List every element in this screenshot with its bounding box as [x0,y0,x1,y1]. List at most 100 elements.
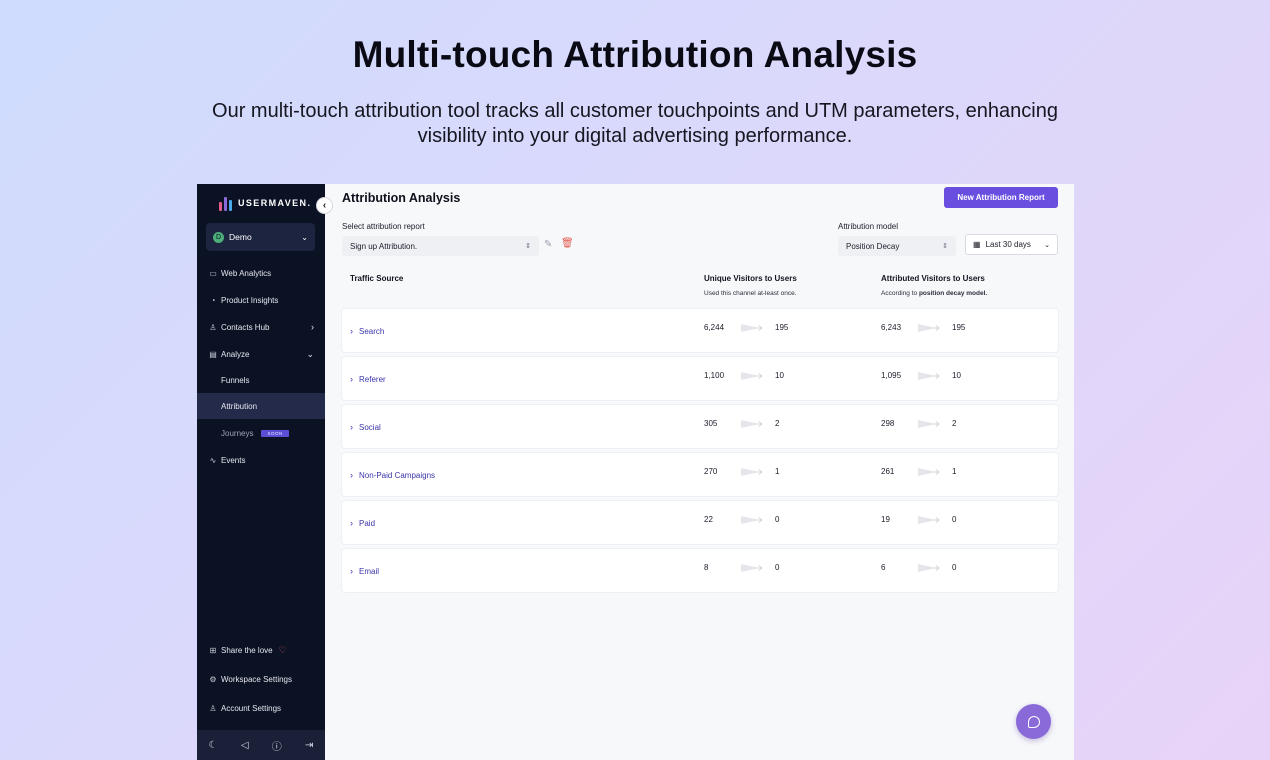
funnel-arrow-icon [918,513,940,525]
attributed-users: 195 [952,323,966,332]
unique-users: 2 [775,419,780,428]
gift-icon: ⊞ [209,645,217,655]
model-select[interactable]: Position Decay ⇕ [838,236,956,256]
unique-visitors: 8 [704,563,709,572]
attributed-visitors: 6 [881,563,886,572]
chat-support-button[interactable] [1016,704,1051,739]
sidebar-item-label: Events [221,455,246,465]
traffic-source-name: Referer [359,374,386,384]
hero-subtitle: Our multi-touch attribution tool tracks … [212,100,1058,147]
traffic-source-toggle[interactable]: › Non-Paid Campaigns [350,470,435,480]
collapse-sidebar-button[interactable]: ‹ [316,197,333,214]
chevron-right-icon: › [350,470,353,480]
workspace-avatar: D [213,231,224,243]
attributed-visitors: 298 [881,419,895,428]
table-row[interactable]: › Social 305 2 298 2 [342,405,1058,448]
table-row[interactable]: › Search 6,244 195 6,243 195 [342,309,1058,352]
unique-visitors: 270 [704,467,718,476]
traffic-source-toggle[interactable]: › Referer [350,374,386,384]
sidebar-item-funnels[interactable]: Funnels [197,367,325,393]
unique-users: 1 [775,467,780,476]
activity-icon: ∿ [209,455,217,465]
hero-title: Multi-touch Attribution Analysis [352,34,918,75]
chevron-right-icon: › [350,374,353,384]
heart-icon: ♡ [278,644,287,655]
traffic-source-name: Paid [359,518,376,528]
sidebar-item-label: Workspace Settings [221,674,292,684]
traffic-source-toggle[interactable]: › Social [350,422,381,432]
table-row[interactable]: › Non-Paid Campaigns 270 1 261 1 [342,453,1058,496]
unique-visitors: 1,100 [704,371,725,380]
sidebar-item-attribution[interactable]: Attribution [197,393,325,419]
funnel-arrow-icon [918,417,940,429]
megaphone-icon[interactable]: ◁ [240,739,249,751]
chevron-right-icon: › [311,322,314,332]
workspace-switcher[interactable]: D Demo ⌄ [206,223,315,251]
calendar-icon: ▦ [973,240,981,249]
app-window: USERMAVEN. D Demo ⌄ ▭ Web Analytics ◔ Pr… [197,184,1074,760]
chevron-down-icon: ⌄ [1044,241,1050,249]
model-select-value: Position Decay [846,241,900,251]
col-header-traffic-source[interactable]: Traffic Source [350,274,404,283]
sidebar-item-label: Analyze [221,349,250,359]
sidebar-item-label: Contacts Hub [221,322,270,332]
sidebar-item-workspace-settings[interactable]: ⚙ Workspace Settings [197,666,325,692]
sidebar-bottom-bar: ☾ ◁ ⓘ ⇥ [197,730,325,760]
trash-icon[interactable]: 🗑 [561,238,574,249]
funnel-arrow-icon [918,321,940,333]
sidebar-item-label: Account Settings [221,703,282,713]
chevron-down-icon: ⌄ [306,348,314,359]
traffic-source-toggle[interactable]: › Paid [350,518,375,528]
unique-users: 10 [775,371,784,380]
sidebar-item-journeys[interactable]: Journeys SOON [197,420,325,446]
browser-icon: ▭ [209,268,217,278]
pie-chart-icon: ◔ [210,295,216,305]
unique-users: 195 [775,323,789,332]
funnel-arrow-icon [741,513,763,525]
col-header-unique-visitors[interactable]: Unique Visitors to Users [704,274,797,283]
sidebar-item-label: Share the love [221,645,273,655]
traffic-source-name: Email [359,566,380,576]
main-content: Attribution Analysis New Attribution Rep… [325,184,1074,760]
date-range-value: Last 30 days [985,240,1031,249]
help-icon[interactable]: ⓘ [271,741,282,753]
table-row[interactable]: › Referer 1,100 10 1,095 10 [342,357,1058,400]
logo-text: USERMAVEN. [238,198,312,208]
user-icon: ♙ [209,322,217,332]
sidebar-item-share-the-love[interactable]: ⊞ Share the love ♡ [197,637,325,663]
sidebar-item-label: Product Insights [221,295,279,305]
traffic-source-name: Non-Paid Campaigns [359,470,436,480]
bar-chart-icon: ▤ [209,349,217,359]
traffic-source-toggle[interactable]: › Email [350,566,379,576]
table-row[interactable]: › Email 8 0 6 0 [342,549,1058,592]
soon-badge: SOON [261,429,289,437]
gear-icon: ⚙ [209,674,217,684]
traffic-source-toggle[interactable]: › Search [350,326,384,336]
date-range-picker[interactable]: ▦ Last 30 days ⌄ [965,234,1058,255]
sidebar-item-events[interactable]: ∿ Events [197,447,325,473]
funnel-arrow-icon [741,321,763,333]
sidebar-item-label: Journeys [221,428,254,438]
logo[interactable]: USERMAVEN. [219,195,311,211]
workspace-name: Demo [229,232,252,242]
sidebar-item-product-insights[interactable]: ◔ Product Insights [197,287,325,313]
sidebar-item-contacts-hub[interactable]: ♙ Contacts Hub › [197,314,325,340]
logout-icon[interactable]: ⇥ [304,739,314,751]
new-attribution-report-button[interactable]: New Attribution Report [944,187,1058,208]
attributed-visitors: 261 [881,467,895,476]
col-header-attributed-visitors[interactable]: Attributed Visitors to Users [881,274,985,283]
sidebar-item-account-settings[interactable]: ♙ Account Settings [197,695,325,721]
report-select[interactable]: Sign up Attribution. ⇕ [342,236,539,256]
sidebar-item-label: Attribution [221,401,258,411]
sidebar-item-web-analytics[interactable]: ▭ Web Analytics [197,260,325,286]
chevron-down-icon: ⌄ [301,232,308,242]
logo-icon [219,195,232,211]
table-row[interactable]: › Paid 22 0 19 0 [342,501,1058,544]
sidebar-item-analyze[interactable]: ▤ Analyze ⌄ [197,341,325,367]
edit-icon[interactable]: ✎ [544,239,553,250]
moon-icon[interactable]: ☾ [208,739,218,751]
attributed-visitors: 19 [881,515,890,524]
attributed-users: 10 [952,371,961,380]
attributed-users: 0 [952,515,957,524]
attributed-users: 1 [952,467,957,476]
